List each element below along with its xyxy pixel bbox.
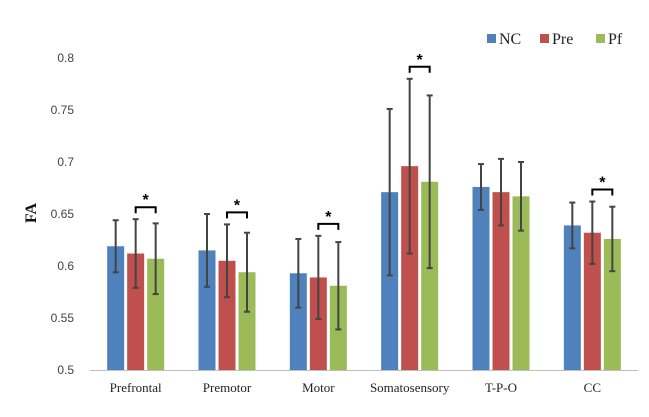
- significance-bracket: [226, 211, 248, 219]
- legend-label-pf: Pf: [608, 31, 623, 48]
- bar-nc: [289, 273, 307, 370]
- legend-swatch-nc: [487, 34, 496, 43]
- significance-star: *: [417, 52, 424, 69]
- y-tick-label: 0.6: [57, 259, 74, 273]
- x-tick-label: T-P-O: [485, 380, 517, 395]
- significance-bracket: [591, 188, 614, 196]
- bar-nc: [563, 225, 581, 370]
- bar-pf: [238, 272, 256, 370]
- bar-pf: [421, 181, 439, 370]
- axes: 0.5 0.55 0.6 0.65 0.7 0.75 0.8 Prefrontal Premot…: [51, 51, 638, 395]
- x-tick-label: Somatosensory: [370, 380, 450, 395]
- y-tick-label: 0.65: [51, 207, 75, 221]
- significance-bracket: [134, 206, 157, 214]
- bar-pre: [492, 192, 510, 370]
- x-tick-label: CC: [584, 380, 601, 395]
- legend: NC Pre Pf: [487, 31, 623, 48]
- significance-star: *: [599, 175, 606, 192]
- error-bars: [112, 77, 616, 331]
- bar-nc: [472, 186, 490, 370]
- bar-pf: [512, 196, 530, 370]
- significance-bracket: [408, 65, 431, 73]
- legend-swatch-pf: [596, 34, 605, 43]
- y-tick-label: 0.8: [57, 51, 74, 65]
- legend-label-pre: Pre: [552, 31, 573, 48]
- bar-pre: [309, 277, 327, 370]
- x-tick-label: Motor: [302, 380, 335, 395]
- bar-pf: [603, 238, 621, 370]
- x-tick-label: Premotor: [203, 380, 252, 395]
- x-tick-label: Prefrontal: [110, 380, 162, 395]
- legend-label-nc: NC: [499, 31, 521, 48]
- bar-pre: [127, 253, 145, 370]
- bar-pre: [583, 232, 601, 370]
- y-tick-label: 0.55: [51, 311, 75, 325]
- significance-markers: * * * * *: [134, 52, 614, 230]
- significance-star: *: [234, 197, 241, 214]
- y-tick-label: 0.7: [57, 155, 74, 169]
- bar-pre: [401, 166, 419, 370]
- bar-pre: [218, 260, 236, 370]
- y-tick-label: 0.5: [57, 363, 74, 377]
- bar-nc: [198, 250, 216, 370]
- legend-swatch-pre: [540, 34, 549, 43]
- significance-bracket: [317, 222, 340, 230]
- bars: [107, 166, 621, 370]
- significance-star: *: [143, 192, 150, 209]
- y-axis-label: FA: [23, 202, 40, 223]
- significance-star: *: [325, 209, 332, 226]
- bar-nc: [381, 192, 399, 370]
- y-tick-label: 0.75: [51, 103, 75, 117]
- bar-pf: [147, 258, 165, 370]
- bar-nc: [107, 246, 125, 370]
